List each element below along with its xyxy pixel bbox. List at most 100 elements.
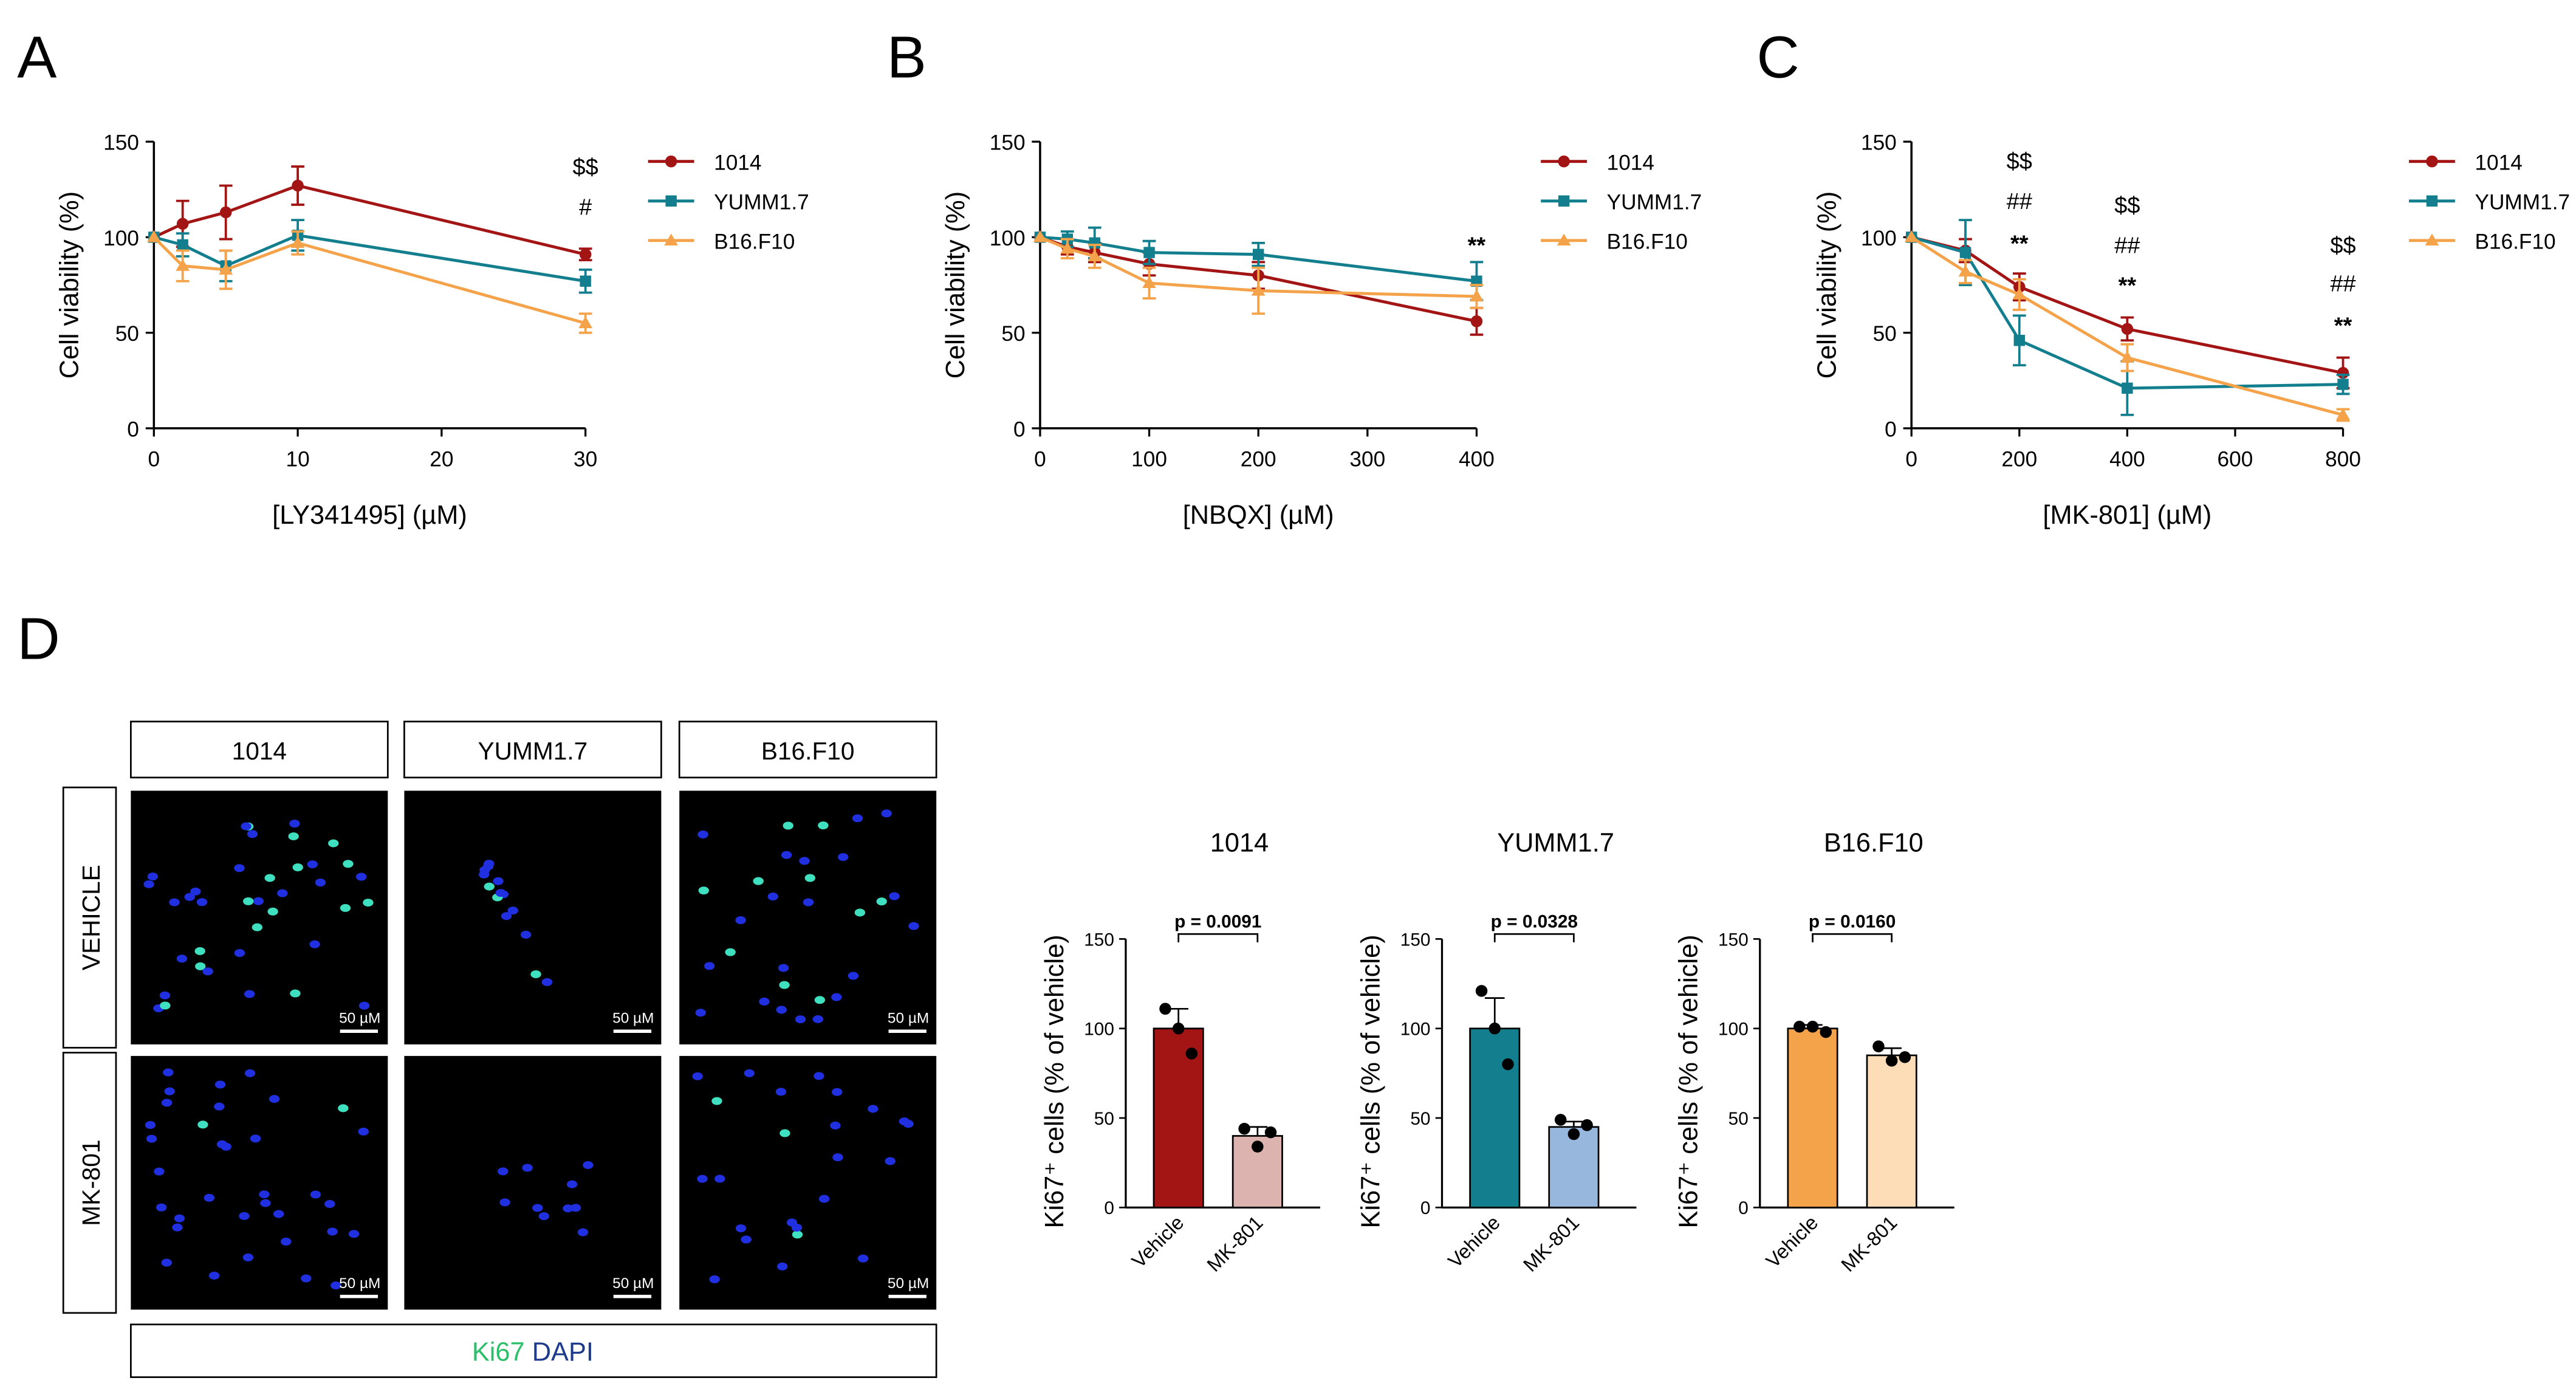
bar <box>1469 1027 1521 1209</box>
cell-nucleus <box>495 889 506 897</box>
cell-nucleus <box>563 1204 574 1213</box>
data-point <box>1172 1022 1185 1035</box>
y-tick-label: 0 <box>127 417 139 441</box>
cell-nucleus <box>145 1120 156 1129</box>
cell-nucleus <box>779 981 790 989</box>
cell-nucleus <box>709 1275 720 1283</box>
cell-nucleus <box>234 949 245 958</box>
cell-nucleus <box>244 990 255 998</box>
p-value-label: p = 0.0328 <box>1491 911 1578 931</box>
cell-nucleus <box>315 878 326 886</box>
cell-nucleus <box>725 948 736 956</box>
micrograph-image <box>679 1055 937 1310</box>
significance-bracket <box>1812 933 1893 942</box>
data-point <box>1033 230 1047 242</box>
significance-annotation: $$ <box>2330 233 2355 259</box>
significance-bracket <box>1493 933 1575 942</box>
data-point <box>1793 1021 1806 1033</box>
y-tick-label: 150 <box>990 131 1026 155</box>
significance-annotation: ## <box>2007 189 2032 214</box>
cell-nucleus <box>176 955 188 963</box>
bar-chart-b16: 0 50 100 150 B16.F10 Ki67⁺ cells (% of vehicl… <box>1674 829 1954 1276</box>
cell-nucleus <box>484 882 495 891</box>
column-header-box <box>678 721 937 779</box>
cell-nucleus <box>908 922 919 930</box>
x-tick-label: 30 <box>574 447 597 471</box>
y-axis-label: Ki67⁺ cells (% of vehicle) <box>1674 934 1704 1228</box>
data-point <box>176 259 190 271</box>
y-axis-label: Cell viability (%) <box>55 191 84 379</box>
stain-legend-box <box>129 1323 937 1378</box>
x-tick-label: MK-801 <box>1519 1212 1583 1276</box>
series-line <box>153 183 586 256</box>
cell-nucleus <box>143 880 154 888</box>
legend-label: B16.F10 <box>714 230 795 253</box>
cell-nucleus <box>735 1224 747 1233</box>
cell-nucleus <box>348 1230 360 1238</box>
y-tick-label: 100 <box>103 227 139 250</box>
data-point <box>1904 230 1919 242</box>
cell-nucleus <box>340 903 351 912</box>
data-point <box>1899 1051 1911 1063</box>
cell-nucleus <box>269 1095 280 1103</box>
data-point <box>1820 1026 1832 1038</box>
cell-nucleus <box>253 897 264 905</box>
y-tick-label: 0 <box>1885 417 1897 441</box>
cell-nucleus <box>570 1204 581 1212</box>
cell-nucleus <box>741 1235 752 1244</box>
x-axis-label: [NBQX] (µM) <box>1183 501 1334 530</box>
x-axis-label: [LY341495] (µM) <box>272 501 467 530</box>
cell-nucleus <box>363 899 374 907</box>
micrograph-image <box>131 1055 388 1310</box>
significance-annotation: ## <box>2114 233 2140 259</box>
micrograph-image <box>679 790 937 1044</box>
cell-nucleus <box>803 898 814 907</box>
data-point <box>2337 379 2349 390</box>
cell-nucleus <box>358 1127 369 1136</box>
cell-nucleus <box>804 874 816 882</box>
y-tick-label: 50 <box>1001 322 1025 346</box>
data-point <box>177 239 188 251</box>
cell-nucleus <box>202 967 213 976</box>
data-point <box>580 275 591 287</box>
legend-label: 1014 <box>714 151 761 174</box>
y-tick-label: 150 <box>1718 930 1749 950</box>
p-value-label: p = 0.0091 <box>1174 911 1261 931</box>
legend-label: YUMM1.7 <box>714 190 809 214</box>
cell-nucleus <box>242 1253 254 1262</box>
data-point <box>1470 315 1483 327</box>
significance-annotation: $$ <box>2114 193 2140 219</box>
x-tick-label: 100 <box>1131 447 1167 471</box>
y-tick-label: 50 <box>1410 1109 1430 1129</box>
cell-nucleus <box>889 892 900 900</box>
row-header-box <box>62 786 117 1049</box>
cell-nucleus <box>161 1258 172 1267</box>
cell-nucleus <box>147 873 159 881</box>
cell-nucleus <box>267 907 278 916</box>
micrograph-grid: 1014 YUMM1.7 B16.F10 VEHICLE MK-801 50 µM 50 µ… <box>62 721 937 1378</box>
data-point <box>2122 382 2133 394</box>
line-chart-mk801: 0 50 100 150 0 200 400 600 800 [MK-801] (µM) Cell … <box>1812 131 2570 530</box>
bar-chart-1014: 0 50 100 150 1014 Ki67⁺ cells (% of vehicle) V… <box>1040 829 1320 1276</box>
data-point <box>290 236 305 248</box>
significance-annotation: ## <box>2330 271 2355 297</box>
cell-nucleus <box>194 947 205 955</box>
data-point <box>1252 249 1264 260</box>
cell-nucleus <box>499 1198 510 1207</box>
column-header-label: YUMM1.7 <box>478 737 588 765</box>
cell-nucleus <box>309 940 320 948</box>
cell-nucleus <box>520 930 532 939</box>
y-tick-label: 0 <box>1738 1198 1749 1218</box>
data-point <box>1238 1122 1250 1135</box>
x-tick-label: 400 <box>1459 447 1495 471</box>
series-line <box>1040 236 1477 298</box>
y-tick-label: 100 <box>990 227 1026 250</box>
cell-nucleus <box>169 898 180 907</box>
x-tick-label: 800 <box>2325 447 2361 471</box>
significance-annotation: ** <box>2119 273 2137 299</box>
cell-nucleus <box>778 964 789 972</box>
cell-nucleus <box>358 1001 370 1010</box>
cell-nucleus <box>482 862 494 871</box>
cell-nucleus <box>501 912 512 921</box>
